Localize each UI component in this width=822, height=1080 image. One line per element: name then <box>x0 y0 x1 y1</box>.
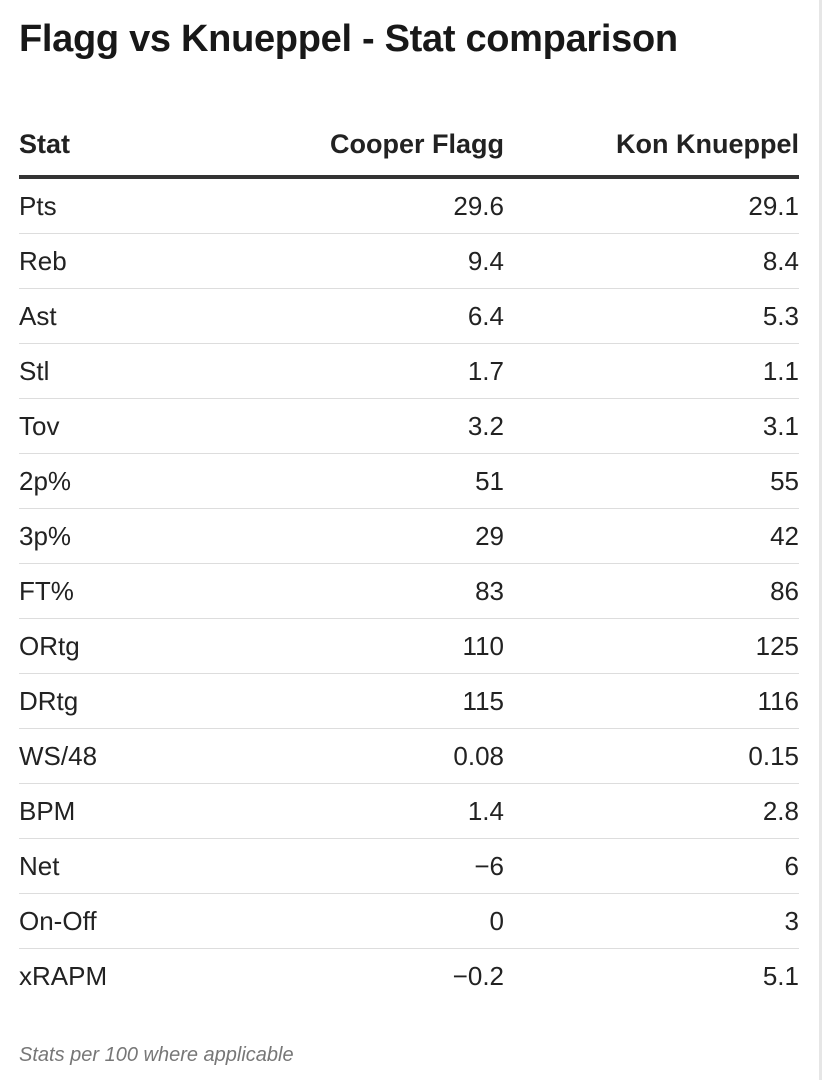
footnote: Stats per 100 where applicable <box>19 1044 294 1066</box>
table-row: WS/48 0.08 0.15 <box>19 728 799 784</box>
table-row: ORtg 110 125 <box>19 618 799 674</box>
kon-knueppel-value-cell: 3 <box>504 893 799 949</box>
table-row: 3p% 29 42 <box>19 508 799 564</box>
kon-knueppel-value-cell: 29.1 <box>504 177 799 234</box>
kon-knueppel-value-cell: 1.1 <box>504 343 799 399</box>
cooper-flagg-value-cell: 9.4 <box>219 233 504 289</box>
kon-knueppel-value-cell: 6 <box>504 838 799 894</box>
stat-name-cell: 3p% <box>19 508 219 564</box>
cooper-flagg-value-cell: 0.08 <box>219 728 504 784</box>
stat-name-cell: WS/48 <box>19 728 219 784</box>
kon-knueppel-value-cell: 2.8 <box>504 783 799 839</box>
table-row: Ast 6.4 5.3 <box>19 288 799 344</box>
kon-knueppel-value-cell: 42 <box>504 508 799 564</box>
stat-name-cell: Tov <box>19 398 219 454</box>
table-row: Reb 9.4 8.4 <box>19 233 799 289</box>
table-header-row: Stat Cooper Flagg Kon Knueppel <box>19 114 799 179</box>
column-header-cooper-flagg: Cooper Flagg <box>219 114 504 179</box>
kon-knueppel-value-cell: 125 <box>504 618 799 674</box>
table-row: DRtg 115 116 <box>19 673 799 729</box>
cooper-flagg-value-cell: 6.4 <box>219 288 504 344</box>
cooper-flagg-value-cell: 29 <box>219 508 504 564</box>
table-row: Tov 3.2 3.1 <box>19 398 799 454</box>
cooper-flagg-value-cell: 3.2 <box>219 398 504 454</box>
table-row: On-Off 0 3 <box>19 893 799 949</box>
table-row: Net −6 6 <box>19 838 799 894</box>
kon-knueppel-value-cell: 0.15 <box>504 728 799 784</box>
table-row: Pts 29.6 29.1 <box>19 177 799 234</box>
table-row: 2p% 51 55 <box>19 453 799 509</box>
chart-title: Flagg vs Knueppel - Stat comparison <box>19 18 678 60</box>
kon-knueppel-value-cell: 5.1 <box>762 960 799 991</box>
cooper-flagg-value-cell: −6 <box>219 838 504 894</box>
stat-name-cell: Net <box>19 838 219 894</box>
cooper-flagg-value-cell: 0 <box>219 893 504 949</box>
table-row: xRAPM −0.2 5.1 <box>19 949 799 1004</box>
column-header-kon-knueppel: Kon Knueppel <box>504 114 799 179</box>
cooper-flagg-value-cell: 51 <box>219 453 504 509</box>
kon-knueppel-value-cell: 86 <box>504 563 799 619</box>
table-row: FT% 83 86 <box>19 563 799 619</box>
table-row: BPM 1.4 2.8 <box>19 783 799 839</box>
stat-name-cell: Ast <box>19 288 219 344</box>
kon-knueppel-value-cell: 8.4 <box>504 233 799 289</box>
kon-knueppel-value-cell: 116 <box>504 673 799 729</box>
column-header-stat: Stat <box>19 114 219 179</box>
stat-name-cell: ORtg <box>19 618 219 674</box>
stat-name-cell: BPM <box>19 783 219 839</box>
kon-knueppel-value-cell: 5.3 <box>504 288 799 344</box>
stat-name-cell: DRtg <box>19 673 219 729</box>
table-row: Stl 1.7 1.1 <box>19 343 799 399</box>
right-edge-divider <box>819 0 822 1080</box>
cooper-flagg-value-cell: 1.7 <box>219 343 504 399</box>
cooper-flagg-value-cell: 1.4 <box>219 783 504 839</box>
cooper-flagg-value-cell: 115 <box>219 673 504 729</box>
stat-name-cell: On-Off <box>19 893 219 949</box>
stat-name-cell: Reb <box>19 233 219 289</box>
kon-knueppel-value-cell: 3.1 <box>504 398 799 454</box>
cooper-flagg-value-cell: 29.6 <box>219 177 504 234</box>
stat-name-cell: Pts <box>19 177 219 234</box>
stat-name-cell: xRAPM <box>19 960 108 991</box>
stat-name-cell: 2p% <box>19 453 219 509</box>
cooper-flagg-value-cell: 83 <box>219 563 504 619</box>
stat-comparison-table: Stat Cooper Flagg Kon Knueppel Pts 29.6 29… <box>19 114 799 1003</box>
stat-name-cell: FT% <box>19 563 219 619</box>
cooper-flagg-value-cell: −0.2 <box>452 960 504 991</box>
stat-name-cell: Stl <box>19 343 219 399</box>
table-body: Pts 29.6 29.1 Reb 9.4 8.4 Ast 6.4 5.3 Stl 1.7 1.1 To… <box>19 177 799 1003</box>
cooper-flagg-value-cell: 110 <box>219 618 504 674</box>
kon-knueppel-value-cell: 55 <box>504 453 799 509</box>
